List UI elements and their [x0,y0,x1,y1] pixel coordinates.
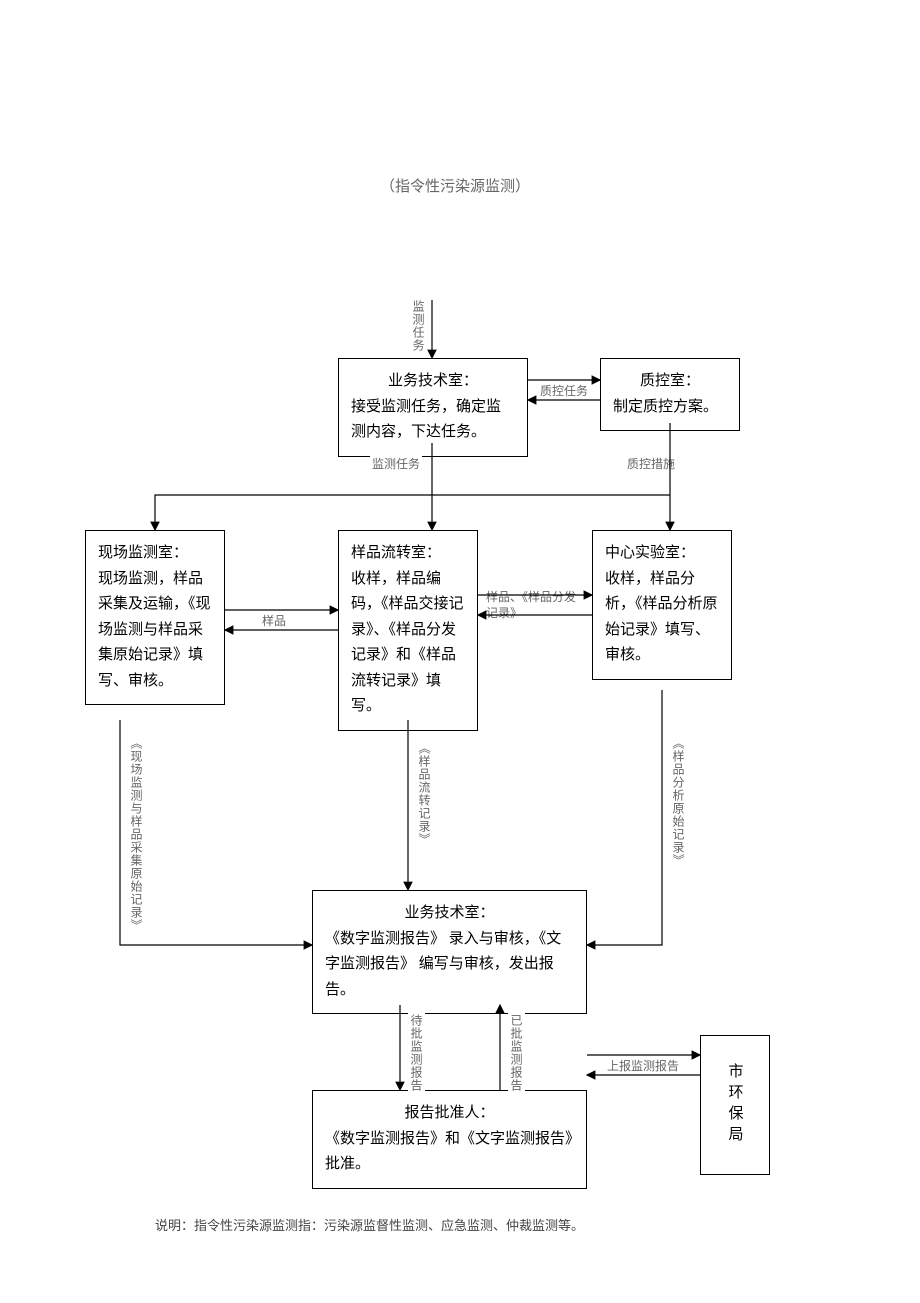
page-title: （指令性污染源监测） [380,175,530,196]
box-samp-body: 收样，样品编码，《样品交接记录》、《样品分发记录》和《样品流转记录》填写。 [351,567,465,720]
label-mon-task: 监测任务 [370,455,422,472]
diagram-canvas: （指令性污染源监测） 业务技术室： 接受监测任务，确定监测内容，下达任务。 质控… [0,0,920,1303]
box-qc-title: 质控室： [613,369,727,395]
box-biz1-body: 接受监测任务，确定监测内容，下达任务。 [351,395,515,446]
box-field-title: 现场监测室： [98,541,212,567]
label-qc-task: 质控任务 [538,382,590,399]
label-submit: 上报监测报告 [605,1057,681,1074]
box-epb: 市环保局 [700,1035,770,1175]
box-qc: 质控室： 制定质控方案。 [600,358,740,431]
footnote: 说明：指令性污染源监测指：污染源监督性监测、应急监测、仲裁监测等。 [155,1215,584,1234]
box-appr-body: 《数字监测报告》和《文字监测报告》批准。 [325,1127,574,1178]
label-rec-ana: 《样品分析原始记录》 [670,735,687,869]
label-task-in: 监测任务 [410,298,427,354]
box-appr-title: 报告批准人： [325,1101,574,1127]
label-pending: 待批监测报告 [408,1012,425,1094]
box-appr: 报告批准人： 《数字监测报告》和《文字监测报告》批准。 [312,1090,587,1189]
box-biz2-body: 《数字监测报告》 录入与审核，《文字监测报告》 编写与审核，发出报告。 [325,927,574,1004]
box-biz2: 业务技术室： 《数字监测报告》 录入与审核，《文字监测报告》 编写与审核，发出报… [312,890,587,1014]
box-lab: 中心实验室： 收样，样品分析，《样品分析原始记录》填写、审核。 [592,530,732,680]
box-field-body: 现场监测，样品采集及运输，《现场监测与样品采集原始记录》填写、审核。 [98,567,212,695]
label-sample: 样品 [260,612,288,629]
box-samp: 样品流转室： 收样，样品编码，《样品交接记录》、《样品分发记录》和《样品流转记录… [338,530,478,731]
box-biz2-title: 业务技术室： [325,901,574,927]
box-lab-title: 中心实验室： [605,541,719,567]
label-rec-field: 《现场监测与样品采集原始记录》 [128,735,145,934]
label-sample-dist: 样品、《样品分发记录》 [484,590,588,621]
box-qc-body: 制定质控方案。 [613,395,727,421]
label-qc-measure: 质控措施 [625,455,677,472]
box-biz1-title: 业务技术室： [351,369,515,395]
label-approved: 已批监测报告 [508,1012,525,1094]
box-biz1: 业务技术室： 接受监测任务，确定监测内容，下达任务。 [338,358,528,457]
box-field: 现场监测室： 现场监测，样品采集及运输，《现场监测与样品采集原始记录》填写、审核… [85,530,225,705]
box-lab-body: 收样，样品分析，《样品分析原始记录》填写、审核。 [605,567,719,669]
label-rec-flow: 《样品流转记录》 [416,740,433,848]
box-samp-title: 样品流转室： [351,541,465,567]
